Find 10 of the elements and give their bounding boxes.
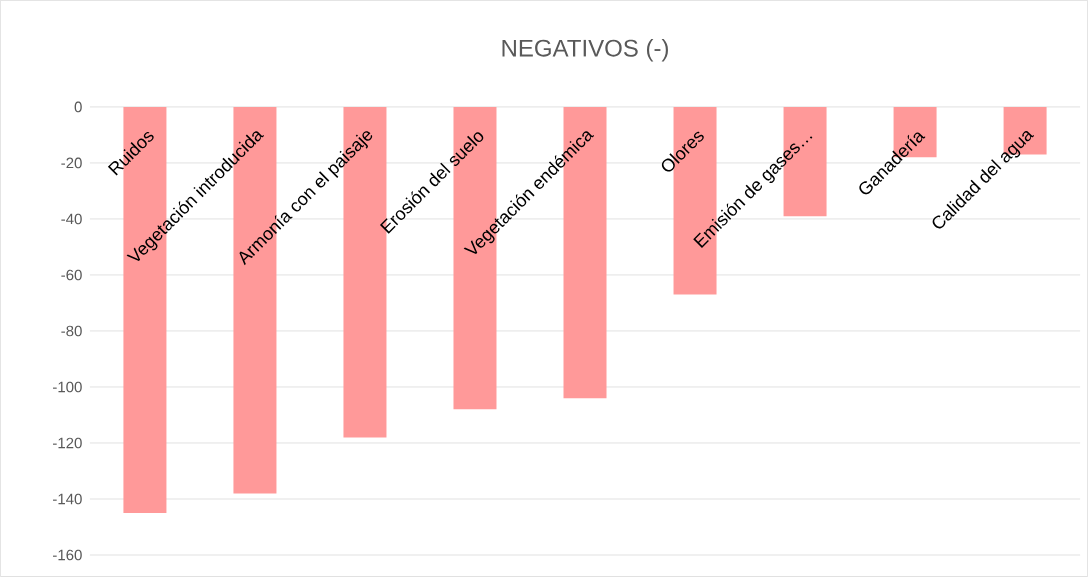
chart-title: NEGATIVOS (-) [502, 39, 668, 62]
y-tick-label: -40 [61, 213, 82, 225]
y-tick-label: -60 [61, 269, 82, 281]
y-tick-label: -140 [53, 493, 82, 505]
y-tick-label: -80 [61, 325, 82, 337]
y-tick-label: 0 [74, 101, 82, 113]
y-tick-label: -20 [61, 157, 82, 169]
y-tick-label: -160 [53, 549, 82, 561]
y-tick-label: -120 [53, 437, 82, 449]
y-tick-label: -100 [53, 381, 82, 393]
